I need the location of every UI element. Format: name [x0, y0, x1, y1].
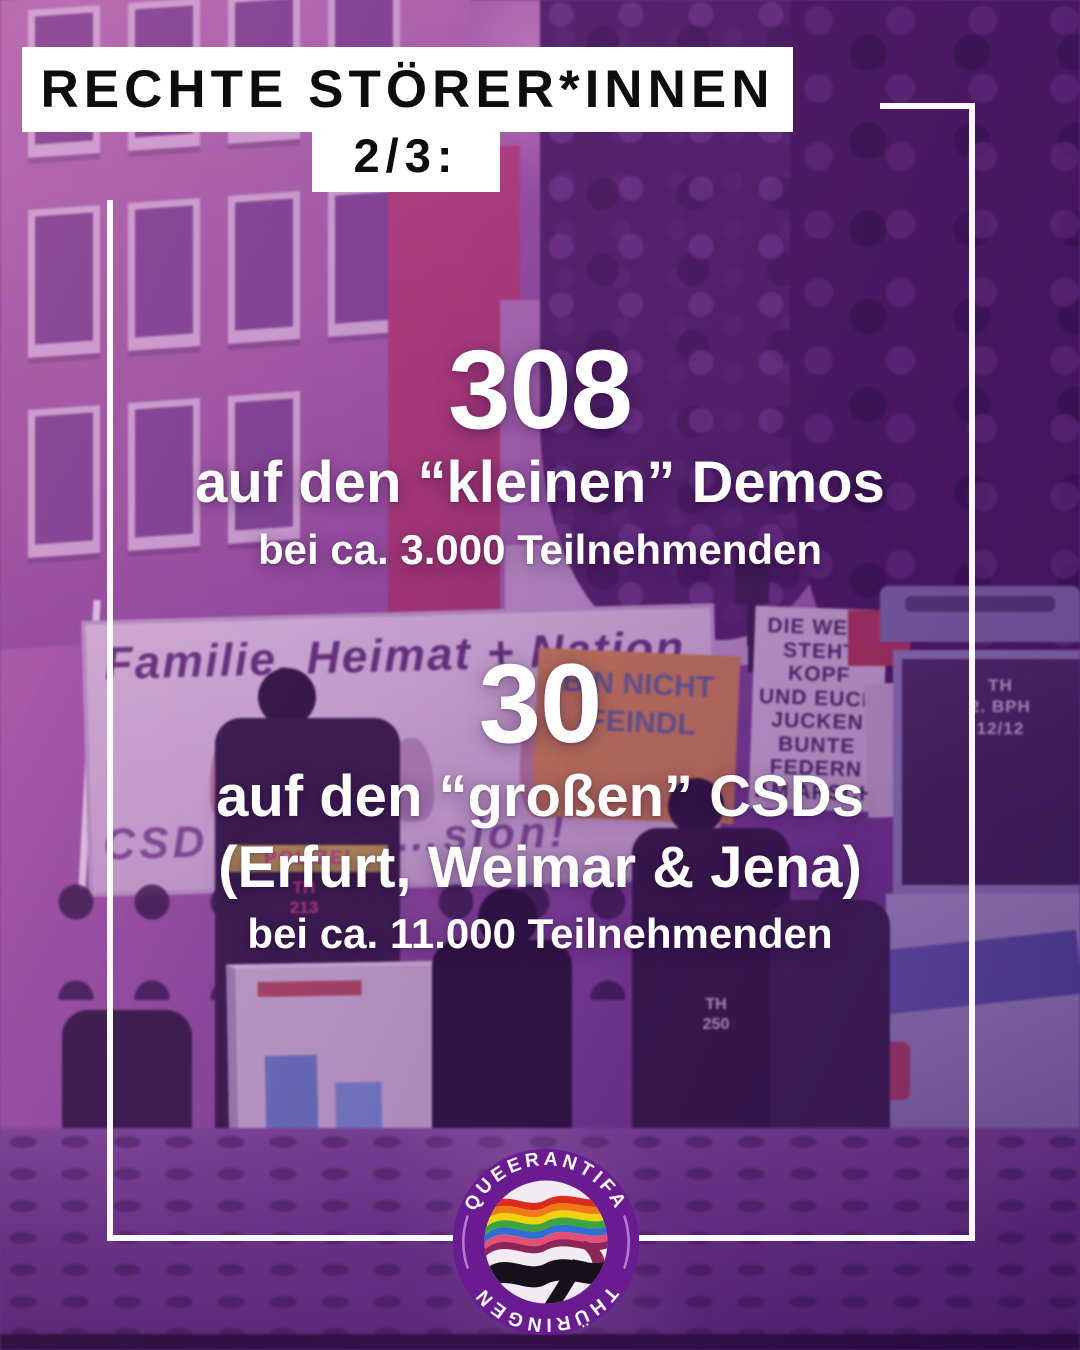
pride-stripe-pink: [484, 1231, 608, 1251]
photo-police-van-lightbar: [905, 596, 1055, 612]
logo-accent-arc-left: [462, 1215, 469, 1269]
pride-stripe-yellow: [484, 1210, 608, 1230]
pride-stripe-blue: [484, 1224, 608, 1244]
photo-street-lantern: [735, 552, 769, 672]
frame-line-top: [880, 103, 975, 109]
pride-stripe-orange: [484, 1203, 608, 1222]
photo-police-patch: TH 213: [262, 878, 346, 926]
photo-officer-head: [258, 668, 316, 726]
stat-value: 30: [478, 641, 603, 766]
photo-officer-head: [478, 888, 538, 948]
logo-svg: QUEERANTIFA THÜRINGEN: [452, 1149, 640, 1336]
stat-sublabel: bei ca. 3.000 Teilnehmenden: [257, 525, 823, 573]
frame-line-left: [107, 200, 113, 1241]
photo-officer-head: [668, 778, 724, 834]
frame-line-right: [969, 103, 975, 1241]
post-title: RECHTE STÖRER*INNEN: [40, 60, 775, 119]
queerantifa-thueringen-logo: QUEERANTIFA THÜRINGEN: [450, 1146, 642, 1338]
stat-label: auf den “großen” CSDs: [216, 764, 864, 829]
stat-block-small-demos: 308 auf den “kleinen” Demos bei ca. 3.00…: [0, 334, 1080, 575]
stat-block-big-csds: 30 auf den “großen” CSDs (Erfurt, Weimar…: [0, 648, 1080, 960]
stat-value: 308: [448, 327, 633, 452]
photo-van-label: TH 2. BPH 12/12: [970, 675, 1031, 739]
photo-police-van-windshield: TH 2. BPH 12/12: [893, 650, 1080, 894]
pride-stripe-green: [484, 1217, 608, 1237]
logo-accent-arc-right: [623, 1215, 630, 1269]
stat-label: auf den “kleinen” Demos: [195, 450, 885, 515]
photo-police-van-roof: [880, 586, 1080, 642]
pride-stripe-maroon: [484, 1239, 608, 1258]
pride-stripe-red: [484, 1195, 608, 1215]
photo-police-patch-2: TH 250: [676, 995, 756, 1059]
stat-sublabel: bei ca. 11.000 Teilnehmenden: [247, 910, 833, 958]
title-band: RECHTE STÖRER*INNEN: [22, 47, 793, 132]
photo-bottom-shadow: [0, 1334, 1080, 1350]
photo-police-vest: POLIZEI: [228, 845, 388, 872]
logo-flags: [484, 1195, 608, 1304]
flag-pole: [531, 1259, 588, 1304]
page-indicator: 2/3:: [353, 129, 459, 182]
stat-label-cities: (Erfurt, Weimar & Jena): [218, 834, 862, 900]
page-indicator-band: 2/3:: [312, 132, 500, 192]
